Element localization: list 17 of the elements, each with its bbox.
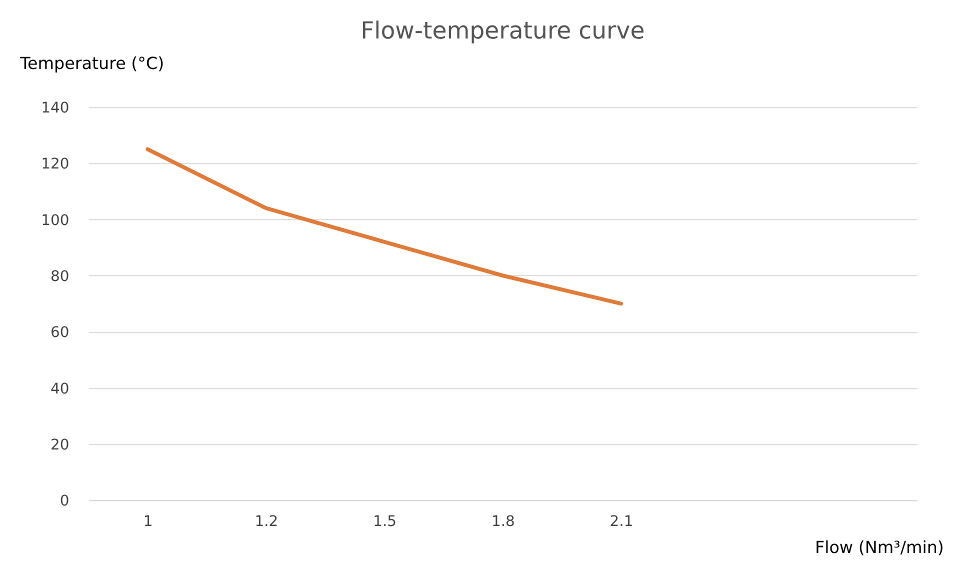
chart-title: Flow-temperature curve	[360, 16, 645, 44]
y-tick-label: 100	[41, 212, 70, 229]
y-tick-label: 140	[41, 99, 70, 116]
y-tick-label: 120	[41, 156, 70, 173]
line-series	[146, 147, 623, 306]
y-tick-label: 20	[50, 436, 70, 454]
x-axis-title: Flow (Nm³/min)	[814, 536, 944, 557]
x-tick-label: 1	[143, 513, 153, 530]
x-tick-label: 1.5	[373, 513, 397, 530]
x-tick-label: 2.1	[610, 513, 634, 530]
y-tick-label: 60	[50, 324, 70, 342]
y-tick-label: 80	[50, 268, 70, 285]
y-tick-label: 0	[60, 492, 70, 510]
x-tick-label: 1.8	[491, 513, 515, 530]
y-tick-label: 40	[50, 380, 70, 398]
x-tick-label: 1.2	[254, 513, 278, 530]
y-axis-title: Temperature (°C)	[19, 53, 164, 74]
